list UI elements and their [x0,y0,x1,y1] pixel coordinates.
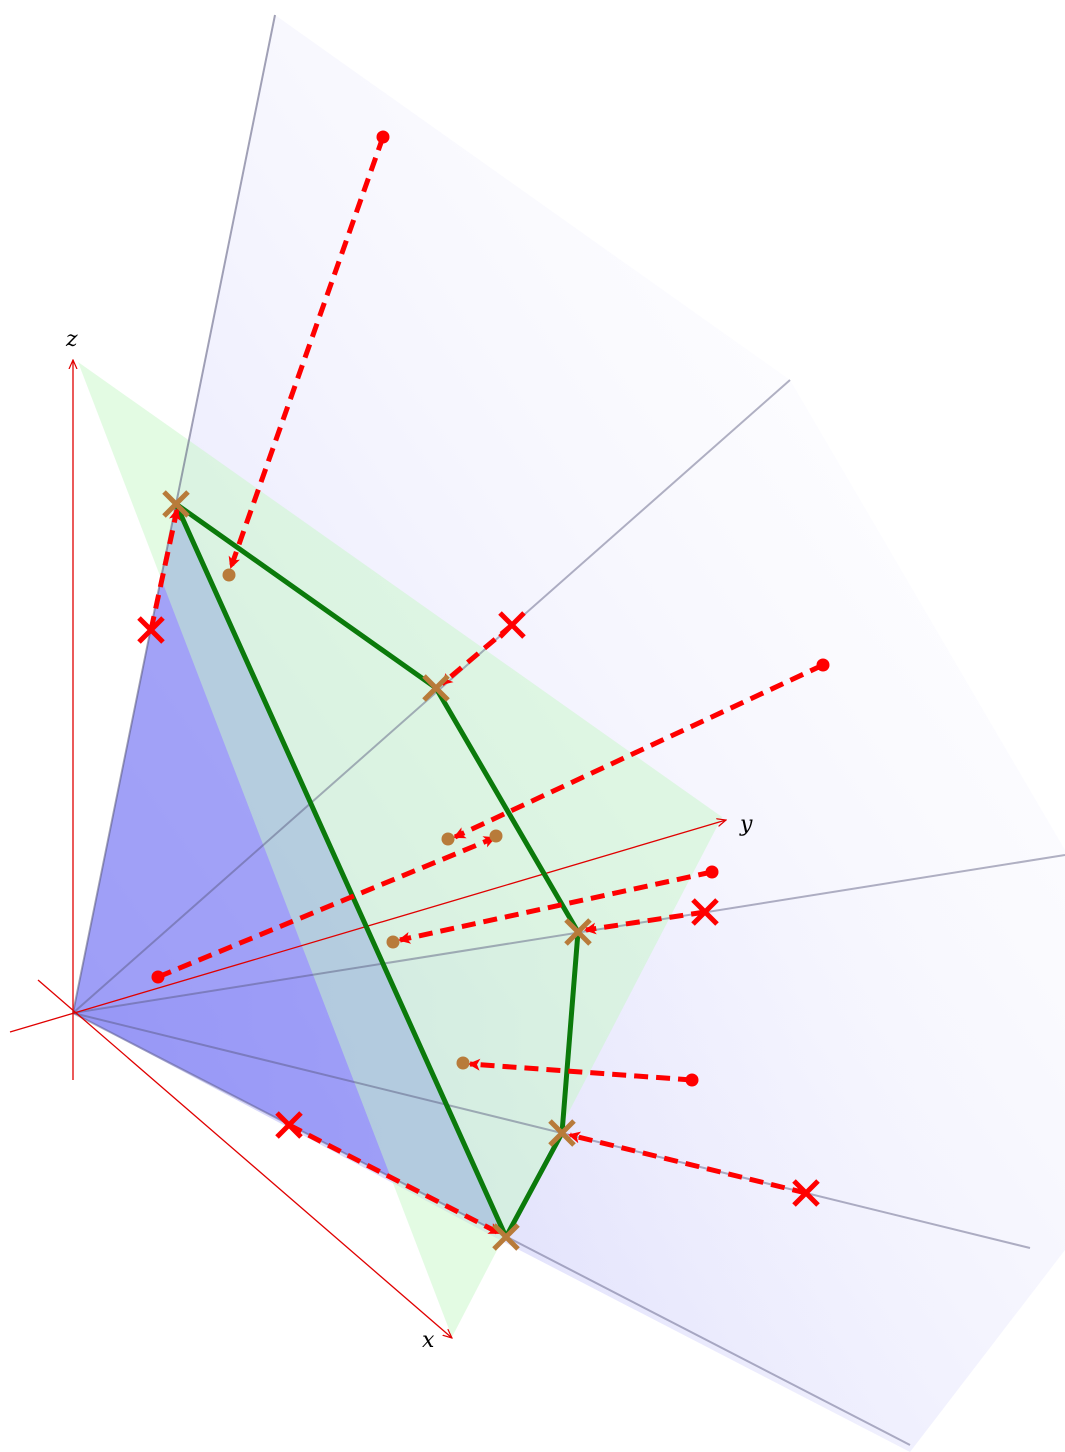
projection-arrow-6 [398,869,713,944]
projected-point-5 [456,1056,470,1070]
infeasible-points [137,611,820,1207]
external-point-3 [151,970,165,984]
polygon-vertices [162,490,592,1251]
feasible-polygon [173,501,581,1240]
projection-arrow-3 [440,623,514,686]
infeasible-point-1 [137,616,165,644]
projection-arrow-5 [157,835,496,980]
vertex-1 [162,490,190,518]
infeasible-point-4 [275,1111,303,1139]
projection-arrow-1 [228,136,386,569]
external-point-1 [376,130,390,144]
infeasible-point-2 [498,611,526,639]
projected-point-3 [489,829,503,843]
projected-point-1 [222,568,236,582]
projected-points [222,568,503,1070]
projection-arrow-7 [584,909,706,935]
ray-3 [72,854,1065,1014]
projection-arrow-8 [468,1058,693,1083]
vertex-4 [548,1119,576,1147]
simplex-plane [78,362,722,1337]
x-axis [37,979,452,1338]
vertex-5 [492,1223,520,1251]
external-points [151,130,830,1087]
vertex-3 [564,918,592,946]
x-axis-label: x [422,1328,435,1353]
projection-arrows [148,136,825,1236]
infeasible-point-5 [792,1179,820,1207]
z-axis-label: z [65,327,78,352]
projection-arrow-4 [453,662,825,840]
projected-point-4 [386,935,400,949]
infeasible-point-3 [691,898,719,926]
projection-arrow-9 [568,1131,807,1196]
projected-point-2 [441,832,455,846]
external-point-5 [685,1073,699,1087]
external-point-4 [705,865,719,879]
external-point-2 [816,658,830,672]
ray-4 [72,1012,1031,1249]
projection-arrow-10 [287,1122,501,1236]
y-axis-label: y [739,812,753,837]
vertex-2 [422,674,450,702]
ray-2 [72,379,791,1014]
